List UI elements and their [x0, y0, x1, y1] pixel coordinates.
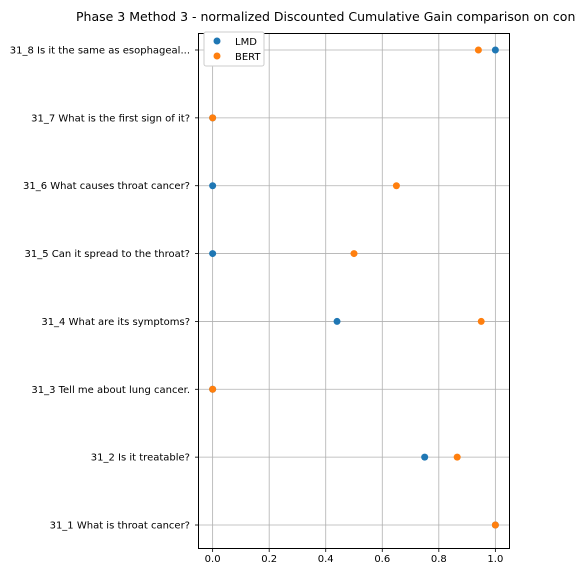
x-tick-label: 0.6 [374, 554, 390, 565]
legend-label-lmd: LMD [235, 37, 257, 48]
point-lmd [333, 317, 341, 325]
y-tick-label: 31_8 Is it the same as esophageal... [10, 46, 190, 57]
y-tick-label: 31_1 What is throat cancer? [50, 521, 190, 532]
point-bert [392, 182, 400, 190]
x-tick-label: 0.2 [261, 554, 277, 565]
x-tick-label: 1.0 [487, 554, 503, 565]
legend-marker-lmd [213, 37, 221, 45]
y-tick-label: 31_2 Is it treatable? [91, 453, 190, 464]
point-lmd [491, 46, 499, 54]
legend-label-bert: BERT [235, 52, 261, 63]
x-tick-label: 0.4 [318, 554, 334, 565]
data-points [209, 46, 499, 529]
point-bert [474, 46, 482, 54]
axis-ticks: 0.0 0.2 0.4 0.6 0.8 1.0 31_1 What is throat ca… [10, 46, 504, 566]
point-bert [477, 317, 485, 325]
legend: LMD BERT [203, 31, 265, 67]
y-tick-label: 31_3 Tell me about lung cancer. [31, 385, 190, 396]
point-bert [453, 453, 461, 461]
x-tick-label: 0.8 [431, 554, 447, 565]
point-lmd [209, 250, 217, 258]
point-bert [491, 521, 499, 529]
y-tick-label: 31_7 What is the first sign of it? [31, 113, 190, 124]
y-tick-label: 31_5 Can it spread to the throat? [25, 249, 190, 260]
point-lmd [421, 453, 429, 461]
plot-area-frame [198, 33, 510, 549]
point-bert [209, 114, 217, 122]
point-bert [209, 385, 217, 393]
x-tick-label: 0.0 [205, 554, 221, 565]
y-tick-label: 31_6 What causes throat cancer? [23, 181, 190, 192]
grid [198, 33, 510, 549]
y-tick-label: 31_4 What are its symptoms? [41, 317, 190, 328]
legend-marker-bert [213, 52, 221, 60]
point-bert [350, 250, 358, 258]
point-lmd [209, 182, 217, 190]
chart-title: Phase 3 Method 3 - normalized Discounted… [76, 9, 576, 24]
